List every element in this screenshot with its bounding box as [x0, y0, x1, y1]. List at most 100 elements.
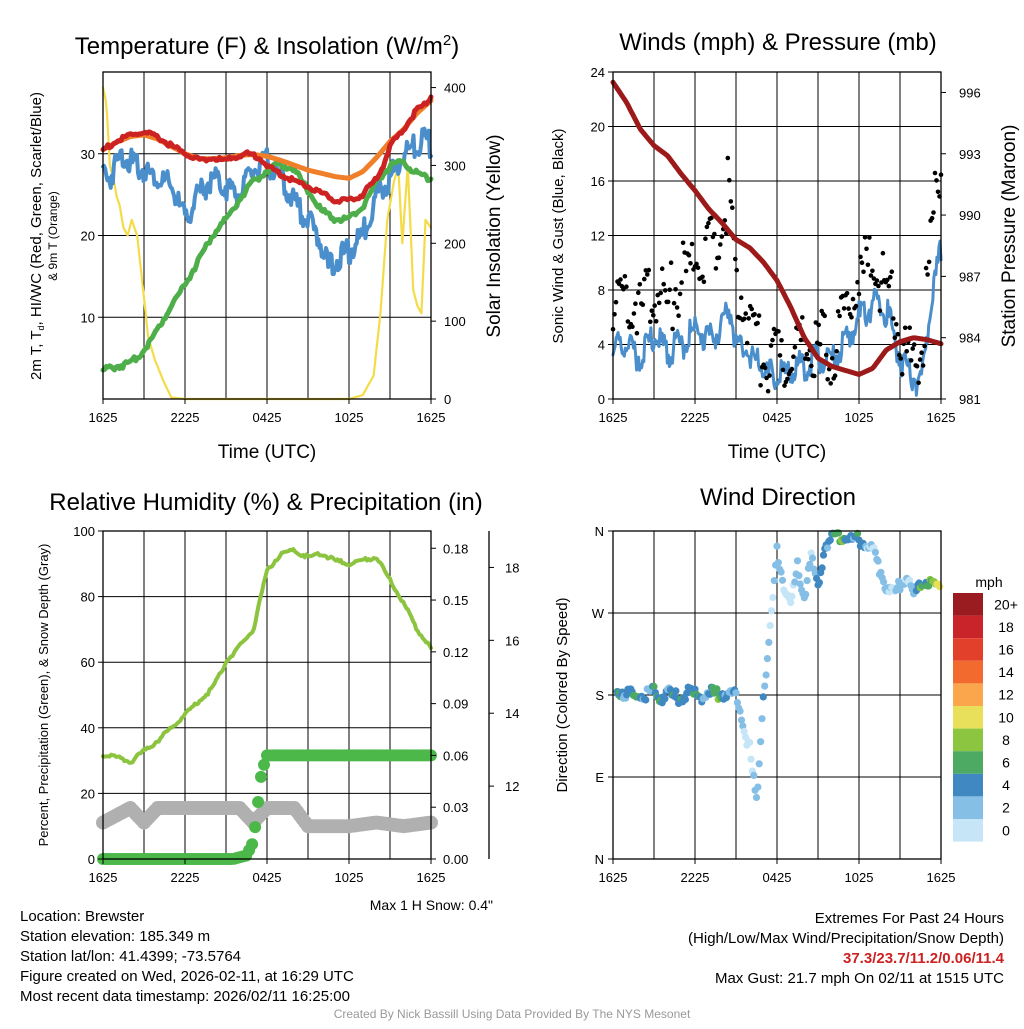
gust-point — [637, 282, 643, 287]
legend-swatch — [953, 728, 983, 752]
humidity-ytick-label: 20 — [81, 786, 95, 801]
direction-point — [796, 580, 804, 588]
gust-point — [676, 313, 681, 319]
gust-point — [904, 349, 909, 354]
gust-point — [633, 301, 638, 307]
gust-point — [719, 234, 725, 239]
direction-panel-title: Wind Direction — [700, 484, 856, 511]
pressure-ytick-label: 981 — [959, 392, 981, 407]
gust-point — [718, 242, 723, 247]
direction-point — [666, 686, 675, 694]
direction-point — [642, 696, 650, 704]
direction-point — [763, 655, 772, 663]
gust-point — [846, 306, 851, 311]
direction-point — [746, 738, 754, 747]
gust-point — [765, 388, 771, 394]
legend-label: 6 — [1002, 755, 1010, 771]
gust-point — [706, 220, 711, 226]
humidity-ytick-label: 100 — [73, 524, 95, 539]
legend-label: 14 — [998, 664, 1014, 680]
gust-point — [727, 177, 732, 183]
legend-swatch — [953, 615, 983, 639]
legend-swatch — [953, 660, 983, 684]
direction-point — [737, 716, 746, 724]
humidity-xtick-label: 1025 — [335, 870, 364, 885]
precip-ytick-label: 0.18 — [443, 541, 468, 556]
humidity-ytick-label: 40 — [81, 721, 95, 736]
gust-point — [804, 351, 810, 357]
gust-point — [919, 350, 924, 356]
direction-point — [803, 577, 811, 585]
direction-ytick-label: E — [595, 770, 604, 785]
legend-title: mph — [975, 574, 1002, 590]
temp2m-line — [100, 94, 434, 205]
direction-xtick-label: 1625 — [599, 870, 628, 885]
direction-point — [736, 707, 744, 715]
gust-point — [670, 326, 675, 332]
gust-point — [908, 358, 914, 363]
recent-timestamp: Most recent data timestamp: 2026/02/11 1… — [20, 988, 350, 1005]
gust-point — [789, 366, 795, 372]
direction-point — [661, 695, 669, 703]
gust-point — [920, 363, 926, 368]
gust-point — [816, 322, 821, 328]
direction-point — [787, 599, 795, 607]
gust-point — [688, 261, 693, 266]
gust-point — [661, 281, 666, 287]
gust-point — [776, 329, 781, 334]
gust-point — [683, 268, 689, 274]
gust-point — [926, 259, 932, 265]
gust-point — [758, 383, 763, 388]
precip-ytick-label: 0.12 — [443, 645, 468, 660]
direction-point — [824, 544, 832, 552]
legend-swatch — [953, 819, 983, 842]
gust-point — [662, 288, 668, 293]
figure-created: Figure created on Wed, 2026-02-11, at 16… — [20, 968, 354, 985]
gust-point — [809, 363, 814, 369]
gust-point — [902, 325, 908, 331]
gust-point — [767, 373, 772, 378]
legend-swatch — [953, 683, 983, 706]
direction-point — [777, 568, 785, 576]
direction-xtick-label: 2225 — [681, 870, 710, 885]
winds-ytick-label: 8 — [598, 283, 605, 298]
winds-ytick-label: 0 — [598, 392, 605, 407]
gust-point — [640, 302, 646, 308]
gust-point — [645, 272, 650, 277]
direction-point — [808, 554, 817, 562]
winds-ytick-label: 24 — [591, 65, 605, 80]
direction-point — [754, 783, 762, 791]
gust-point — [923, 265, 929, 271]
temperature-ylabel-right: Solar Insolation (Yellow) — [484, 134, 505, 337]
gust-point — [752, 312, 757, 317]
precip-point — [246, 838, 259, 851]
legend-label: 20+ — [994, 596, 1018, 612]
gust-point — [800, 315, 805, 320]
gust-point — [862, 235, 868, 240]
temperature-ytick-label: 20 — [81, 229, 95, 244]
gust-point — [859, 260, 865, 266]
extremes-title: Extremes For Past 24 Hours — [814, 910, 1004, 927]
winds-xtick-label: 2225 — [681, 410, 710, 425]
gust-point — [762, 365, 768, 371]
direction-point — [925, 582, 933, 590]
direction-point — [936, 583, 944, 591]
direction-ytick-label: N — [595, 852, 604, 867]
extremes-subtitle: (High/Low/Max Wind/Precipitation/Snow De… — [688, 930, 1004, 947]
precip-point — [255, 770, 267, 783]
gust-point — [782, 383, 787, 388]
gust-point — [916, 380, 921, 386]
gust-point — [728, 199, 734, 204]
direction-point — [759, 693, 767, 701]
direction-point — [672, 687, 680, 695]
gust-point — [686, 252, 692, 258]
precip-point — [249, 821, 262, 834]
gust-point — [679, 280, 684, 285]
gust-point — [867, 235, 872, 240]
gust-point — [914, 363, 920, 369]
temperature-xlabel: Time (UTC) — [218, 442, 317, 463]
insolation-ytick-label: 300 — [444, 158, 466, 173]
pressure-line — [610, 79, 944, 377]
gust-point — [631, 311, 637, 316]
